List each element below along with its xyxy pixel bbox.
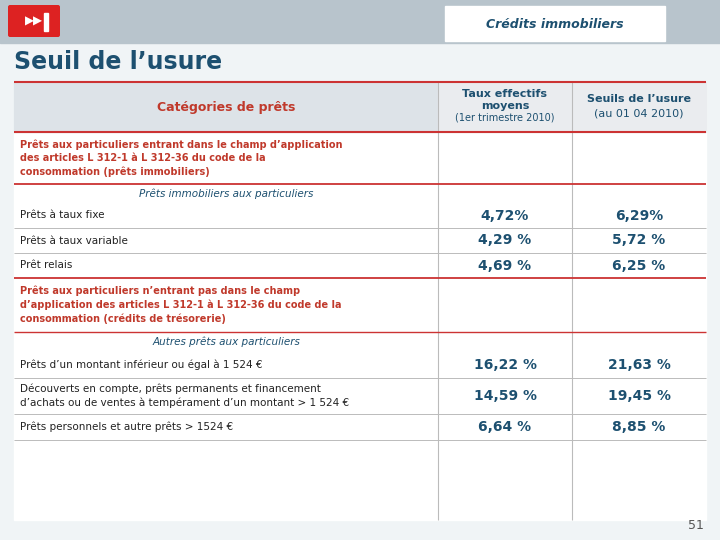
Bar xyxy=(14,82,706,520)
Text: Prêts à taux fixe: Prêts à taux fixe xyxy=(20,211,104,220)
Text: 6,25 %: 6,25 % xyxy=(613,259,665,273)
Text: 19,45 %: 19,45 % xyxy=(608,389,670,403)
Text: Prêts personnels et autre prêts > 1524 €: Prêts personnels et autre prêts > 1524 € xyxy=(20,422,233,432)
Text: Prêts aux particuliers entrant dans le champ d’application
des articles L 312-1 : Prêts aux particuliers entrant dans le c… xyxy=(20,139,343,177)
Text: 5,72 %: 5,72 % xyxy=(613,233,665,247)
Text: Autres prêts aux particuliers: Autres prêts aux particuliers xyxy=(152,337,300,347)
Bar xyxy=(572,82,706,132)
Text: 4,69 %: 4,69 % xyxy=(478,259,531,273)
Bar xyxy=(0,0,720,43)
Text: ▶▶: ▶▶ xyxy=(25,15,43,28)
Text: Taux effectifs: Taux effectifs xyxy=(462,89,547,99)
Text: Découverts en compte, prêts permanents et financement
d’achats ou de ventes à te: Découverts en compte, prêts permanents e… xyxy=(20,384,349,408)
Text: Prêts à taux variable: Prêts à taux variable xyxy=(20,235,128,246)
Text: 8,85 %: 8,85 % xyxy=(612,420,666,434)
Text: Catégories de prêts: Catégories de prêts xyxy=(157,100,295,113)
Text: Prêts immobiliers aux particuliers: Prêts immobiliers aux particuliers xyxy=(139,188,313,199)
Text: 14,59 %: 14,59 % xyxy=(474,389,536,403)
FancyBboxPatch shape xyxy=(8,5,60,37)
Text: 21,63 %: 21,63 % xyxy=(608,358,670,372)
Bar xyxy=(445,6,665,41)
Text: Prêts aux particuliers n’entrant pas dans le champ
d’application des articles L : Prêts aux particuliers n’entrant pas dan… xyxy=(20,286,341,324)
Text: (au 01 04 2010): (au 01 04 2010) xyxy=(594,109,684,119)
Text: Crédits immobiliers: Crédits immobiliers xyxy=(486,17,624,30)
Bar xyxy=(438,82,572,132)
Text: moyens: moyens xyxy=(481,101,529,111)
Text: (1er trimestre 2010): (1er trimestre 2010) xyxy=(455,113,554,123)
Text: Seuil de l’usure: Seuil de l’usure xyxy=(14,50,222,74)
Text: 51: 51 xyxy=(688,519,704,532)
Text: 4,72%: 4,72% xyxy=(481,208,529,222)
Text: 16,22 %: 16,22 % xyxy=(474,358,536,372)
Text: 6,29%: 6,29% xyxy=(615,208,663,222)
Text: Prêts d’un montant inférieur ou égal à 1 524 €: Prêts d’un montant inférieur ou égal à 1… xyxy=(20,360,263,370)
Text: 4,29 %: 4,29 % xyxy=(478,233,531,247)
Bar xyxy=(14,82,438,132)
Text: 6,64 %: 6,64 % xyxy=(478,420,531,434)
Text: Prêt relais: Prêt relais xyxy=(20,260,73,271)
Text: Seuils de l’usure: Seuils de l’usure xyxy=(587,94,691,104)
Bar xyxy=(44,13,48,31)
